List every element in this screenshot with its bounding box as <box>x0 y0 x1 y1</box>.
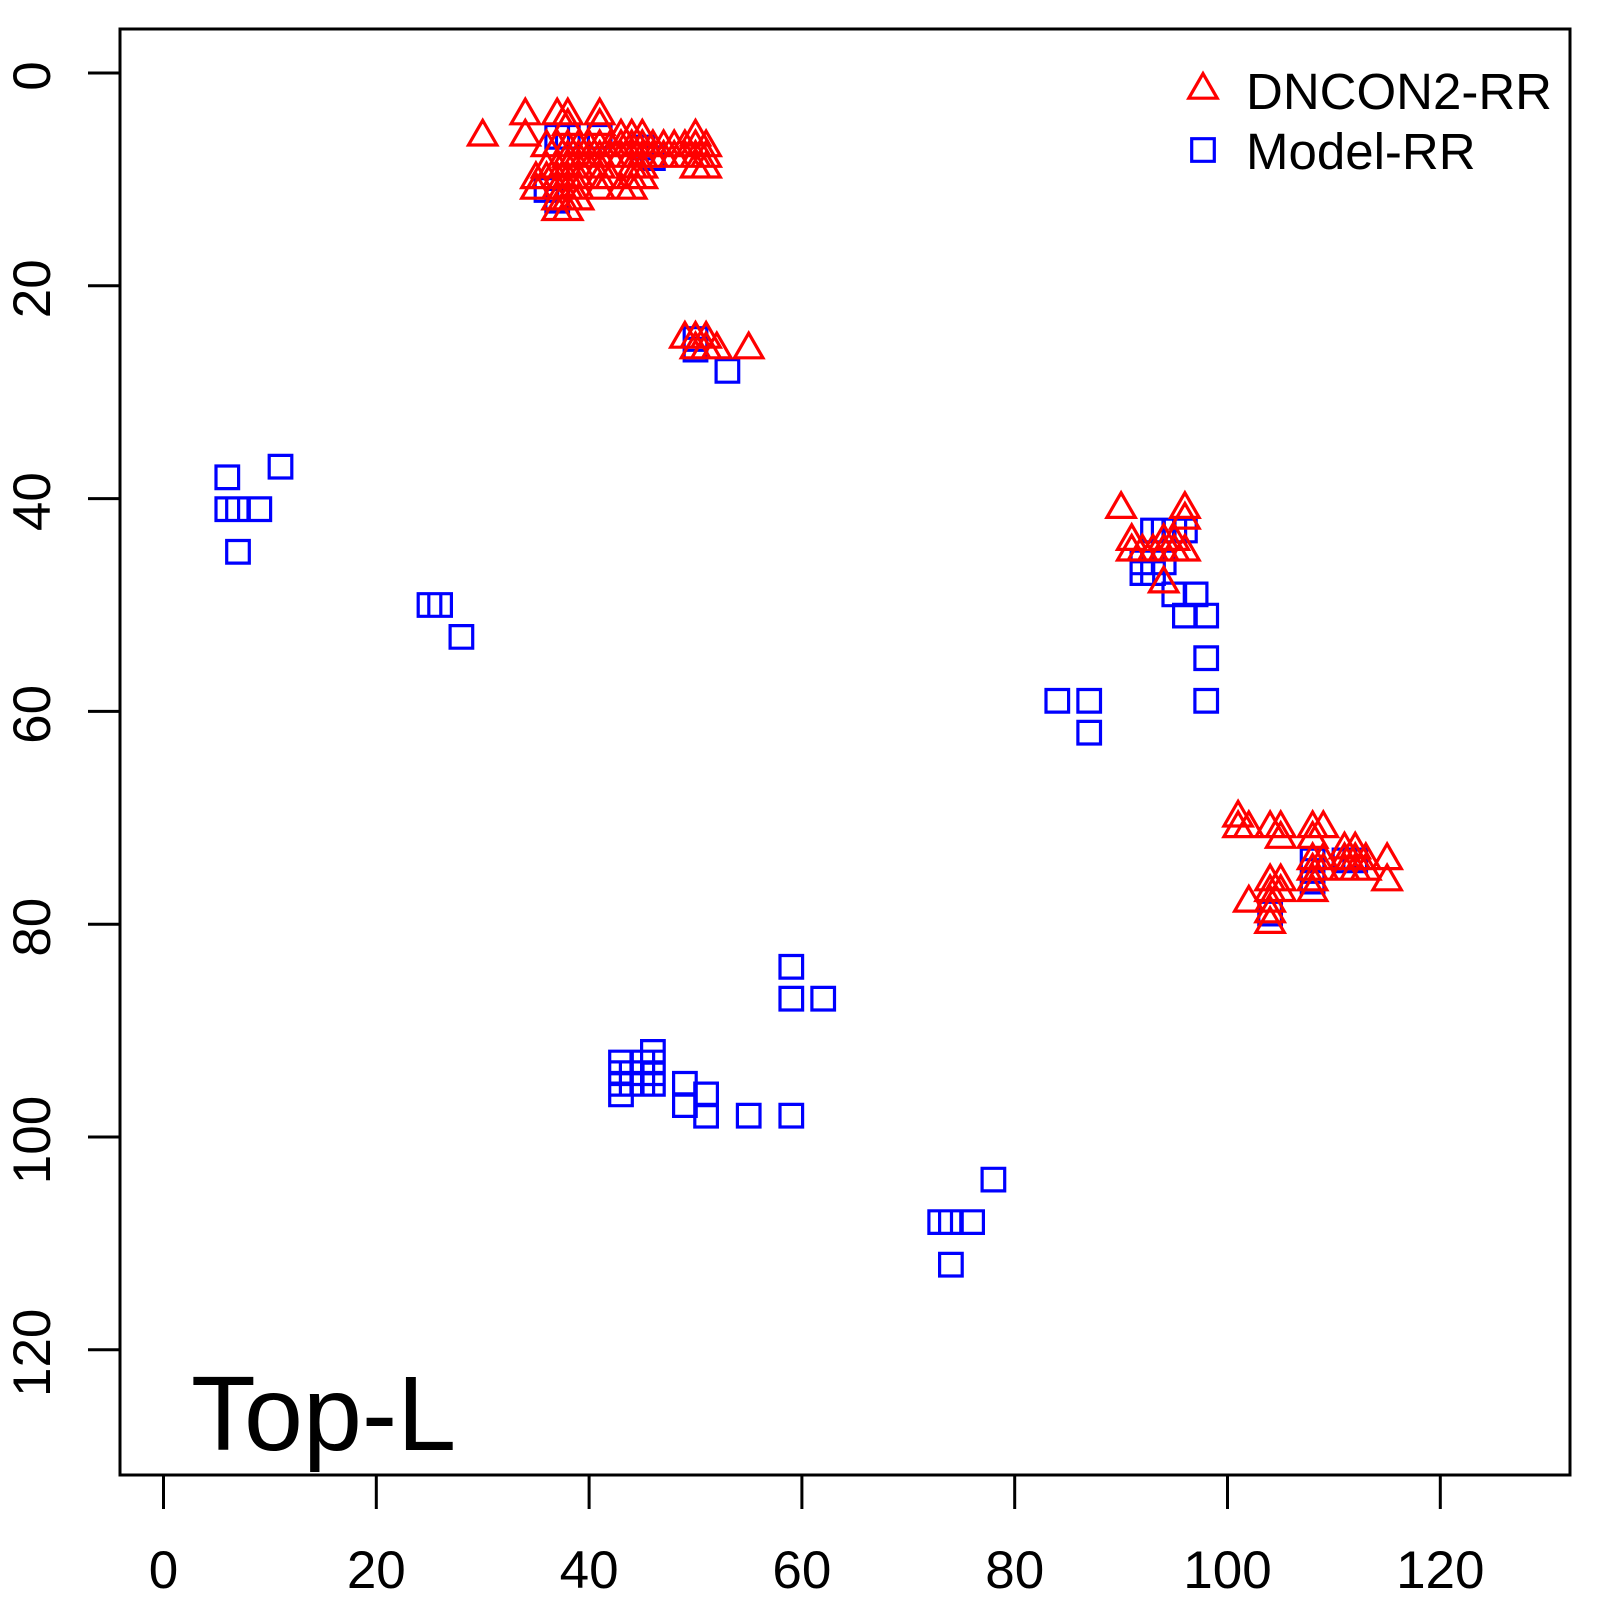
svg-text:Top-L: Top-L <box>191 1355 456 1473</box>
svg-text:20: 20 <box>3 259 62 318</box>
svg-text:80: 80 <box>985 1541 1044 1600</box>
svg-text:0: 0 <box>3 61 62 90</box>
svg-text:0: 0 <box>149 1541 178 1600</box>
svg-text:100: 100 <box>1183 1541 1271 1600</box>
svg-text:80: 80 <box>3 898 62 957</box>
svg-text:60: 60 <box>772 1541 831 1600</box>
svg-text:60: 60 <box>3 685 62 744</box>
svg-text:120: 120 <box>3 1309 62 1397</box>
svg-text:100: 100 <box>3 1096 62 1184</box>
svg-text:40: 40 <box>560 1541 619 1600</box>
svg-text:20: 20 <box>347 1541 406 1600</box>
svg-text:40: 40 <box>3 472 62 531</box>
svg-text:120: 120 <box>1396 1541 1484 1600</box>
svg-text:DNCON2-RR: DNCON2-RR <box>1246 63 1552 120</box>
svg-text:Model-RR: Model-RR <box>1246 123 1476 180</box>
